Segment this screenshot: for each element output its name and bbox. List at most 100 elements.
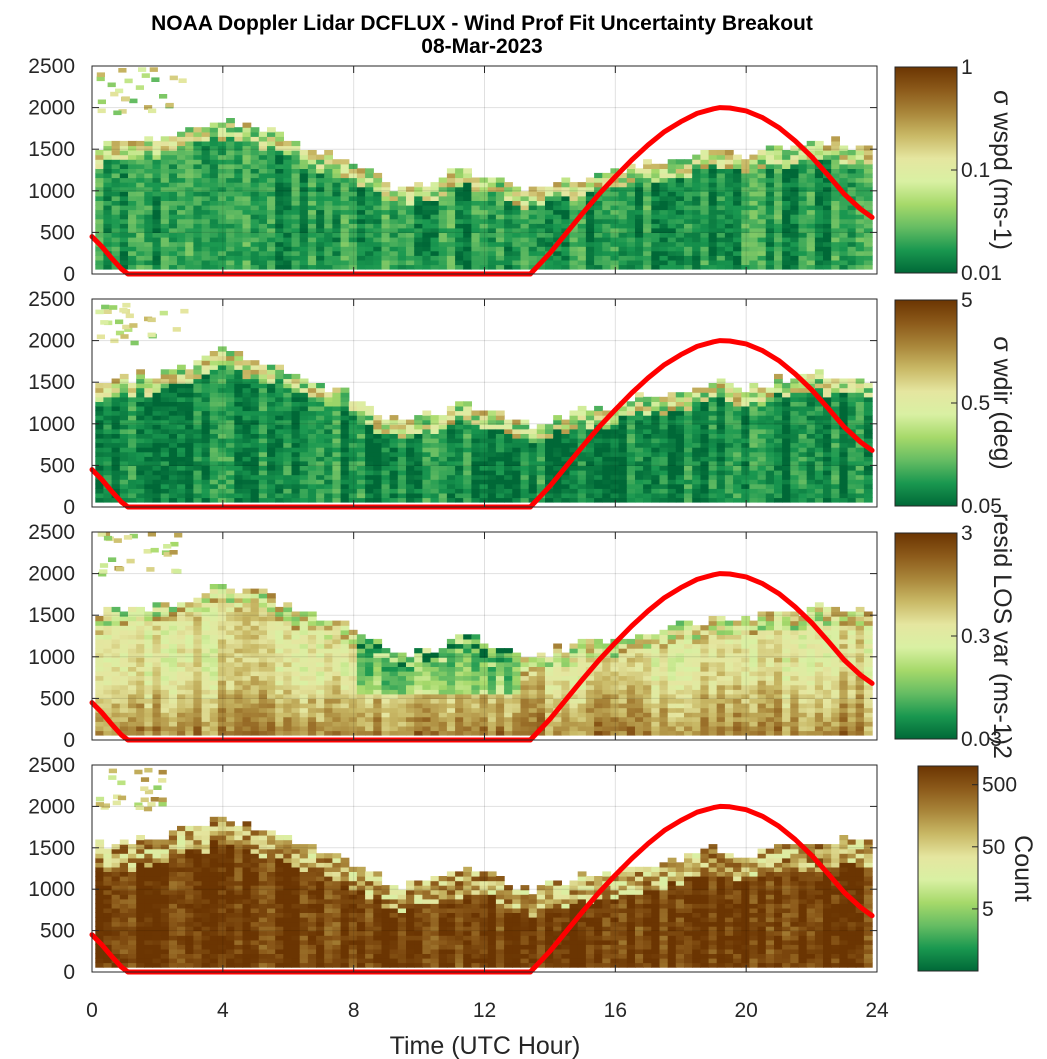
heatmap-cell: [487, 470, 497, 476]
heatmap-cell: [119, 373, 129, 380]
heatmap-cell: [749, 405, 759, 412]
heatmap-cell: [381, 182, 391, 188]
heatmap-cell: [365, 259, 374, 266]
heatmap-cell: [397, 246, 407, 252]
heatmap-cell: [124, 327, 133, 332]
heatmap-cell: [790, 437, 800, 444]
heatmap-cell: [610, 424, 620, 430]
heatmap-cell: [119, 145, 129, 151]
heatmap-cell: [782, 255, 791, 261]
heatmap-cell: [209, 131, 219, 137]
heatmap-cell: [724, 209, 734, 215]
heatmap-cell: [708, 177, 718, 183]
heatmap-cell: [250, 428, 260, 434]
heatmap-cell: [160, 392, 170, 398]
heatmap-cell: [700, 168, 710, 174]
heatmap-cell: [651, 488, 661, 494]
heatmap-cell: [675, 218, 685, 224]
heatmap-cell: [250, 168, 260, 174]
heatmap-cell: [160, 195, 170, 201]
heatmap-cell: [152, 168, 162, 174]
heatmap-cell: [733, 405, 742, 412]
heatmap-cell: [471, 447, 481, 453]
heatmap-cell: [774, 474, 783, 480]
heatmap-cell: [275, 186, 284, 192]
heatmap-cell: [103, 172, 113, 179]
heatmap-cell: [332, 470, 342, 476]
heatmap-cell: [422, 259, 432, 266]
heatmap-cell: [463, 168, 472, 174]
heatmap-cell: [291, 232, 301, 238]
heatmap-cell: [209, 122, 219, 128]
heatmap-cell: [201, 364, 211, 370]
heatmap-cell: [479, 419, 489, 425]
heatmap-cell: [716, 163, 726, 169]
heatmap-cell: [602, 250, 612, 256]
heatmap-cell: [103, 168, 113, 174]
heatmap-cell: [782, 195, 791, 201]
heatmap-cell: [356, 415, 366, 421]
heatmap-cell: [185, 195, 194, 201]
heatmap-cell: [258, 163, 268, 169]
heatmap-cell: [128, 237, 137, 243]
heatmap-cell: [185, 259, 194, 266]
heatmap-cell: [438, 218, 448, 224]
heatmap-cell: [389, 447, 399, 453]
heatmap-cell: [643, 396, 652, 402]
heatmap-cell: [553, 479, 562, 485]
heatmap-cell: [782, 237, 791, 243]
heatmap-cell: [798, 163, 808, 169]
heatmap-cell: [479, 186, 489, 192]
heatmap-cell: [765, 154, 775, 160]
heatmap-cell: [177, 150, 186, 156]
heatmap-cell: [847, 264, 857, 270]
heatmap-cell: [692, 159, 701, 165]
heatmap-cell: [422, 447, 432, 453]
heatmap-cell: [122, 324, 131, 330]
heatmap-cell: [831, 451, 840, 457]
heatmap-cell: [234, 209, 244, 215]
heatmap-cell: [250, 369, 260, 375]
heatmap-cell: [144, 241, 154, 247]
heatmap-cell: [708, 383, 718, 389]
heatmap-cell: [177, 209, 186, 215]
heatmap-cell: [258, 405, 268, 412]
heatmap-cell: [806, 447, 816, 453]
heatmap-cell: [455, 227, 464, 233]
heatmap-cell: [806, 401, 816, 407]
heatmap-cell: [397, 437, 407, 444]
heatmap-cell: [267, 250, 276, 256]
heatmap-cell: [103, 616, 113, 622]
heatmap-cell: [626, 237, 636, 243]
heatmap-cell: [422, 237, 432, 243]
heatmap-cell: [651, 419, 661, 425]
heatmap-cell: [177, 186, 186, 192]
heatmap-cell: [708, 204, 718, 211]
heatmap-cell: [119, 497, 129, 503]
heatmap-cell: [103, 634, 113, 640]
heatmap-cell: [512, 246, 522, 252]
heatmap-cell: [626, 474, 636, 480]
heatmap-cell: [806, 419, 816, 425]
heatmap-cell: [814, 232, 824, 238]
heatmap-cell: [733, 415, 742, 421]
heatmap-cell: [659, 209, 669, 215]
heatmap-cell: [291, 428, 301, 434]
heatmap-cell: [692, 428, 701, 434]
heatmap-cell: [823, 227, 832, 233]
heatmap-cell: [651, 451, 661, 457]
heatmap-cell: [536, 460, 546, 466]
heatmap-cell: [863, 474, 873, 480]
heatmap-cell: [536, 209, 546, 215]
heatmap-cell: [774, 145, 783, 151]
heatmap-cell: [422, 479, 432, 485]
heatmap-cell: [774, 259, 783, 266]
heatmap-cell: [733, 451, 742, 457]
heatmap-cell: [340, 437, 350, 444]
heatmap-cell: [177, 460, 186, 466]
heatmap-cell: [209, 351, 219, 357]
heatmap-cell: [209, 369, 219, 375]
heatmap-cell: [103, 447, 113, 453]
heatmap-cell: [863, 451, 873, 457]
heatmap-cell: [95, 264, 105, 270]
